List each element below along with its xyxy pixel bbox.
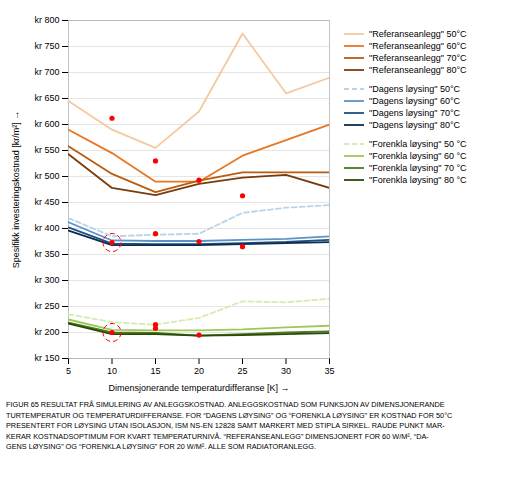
svg-text:kr 200: kr 200 — [34, 327, 59, 337]
svg-text:35: 35 — [324, 366, 334, 376]
svg-text:kr 650: kr 650 — [34, 93, 59, 103]
svg-text:5: 5 — [66, 366, 71, 376]
svg-text:15: 15 — [150, 366, 160, 376]
svg-text:kr 700: kr 700 — [34, 67, 59, 77]
svg-text:kr 150: kr 150 — [34, 353, 59, 363]
svg-text:kr 600: kr 600 — [34, 119, 59, 129]
svg-text:kr 550: kr 550 — [34, 145, 59, 155]
html-text:"Dagens løysing" 50°C: "Dagens løysing" 50°C — [369, 84, 460, 94]
html-text:"Dagens løysing" 70°C: "Dagens løysing" 70°C — [369, 108, 460, 118]
html-text:"Dagens løysing" 80°C: "Dagens løysing" 80°C — [369, 120, 460, 130]
html-text:"Forenkla løysing" 70 °C: "Forenkla løysing" 70 °C — [369, 163, 467, 173]
svg-text:kr 800: kr 800 — [34, 15, 59, 25]
svg-text:Spesifikk investeringskostnad: Spesifikk investeringskostnad [kr/m²] → — [11, 111, 21, 269]
html-text:"Referanseanlegg" 70°C: "Referanseanlegg" 70°C — [369, 53, 467, 63]
html-text:"Forenkla løysing" 60 °C: "Forenkla løysing" 60 °C — [369, 151, 467, 161]
html-text:"Referanseanlegg" 50°C: "Referanseanlegg" 50°C — [369, 29, 467, 39]
html-text:"Forenkla løysing" 50 °C: "Forenkla løysing" 50 °C — [369, 139, 467, 149]
svg-text:10: 10 — [107, 366, 117, 376]
svg-text:kr 300: kr 300 — [34, 275, 59, 285]
html-text:FIGUR 65 RESULTAT FRÅ SIMULERI: FIGUR 65 RESULTAT FRÅ SIMULERING AV ANLE… — [6, 400, 453, 451]
svg-text:kr 450: kr 450 — [34, 197, 59, 207]
svg-text:Dimensjonerande temperaturdiff: Dimensjonerande temperaturdifferanse [K]… — [109, 383, 290, 393]
svg-text:kr 750: kr 750 — [34, 41, 59, 51]
svg-text:30: 30 — [281, 366, 291, 376]
svg-text:kr 350: kr 350 — [34, 249, 59, 259]
svg-text:20: 20 — [194, 366, 204, 376]
html-text:"Dagens løysing" 60°C: "Dagens løysing" 60°C — [369, 96, 460, 106]
html-text:"Referanseanlegg" 60°C: "Referanseanlegg" 60°C — [369, 41, 467, 51]
svg-text:kr 500: kr 500 — [34, 171, 59, 181]
html-text:"Forenkla løysing" 80 °C: "Forenkla løysing" 80 °C — [369, 175, 467, 185]
html-text:"Referanseanlegg" 80°C: "Referanseanlegg" 80°C — [369, 65, 467, 75]
svg-text:25: 25 — [237, 366, 247, 376]
svg-text:kr 250: kr 250 — [34, 301, 59, 311]
svg-text:kr 400: kr 400 — [34, 223, 59, 233]
